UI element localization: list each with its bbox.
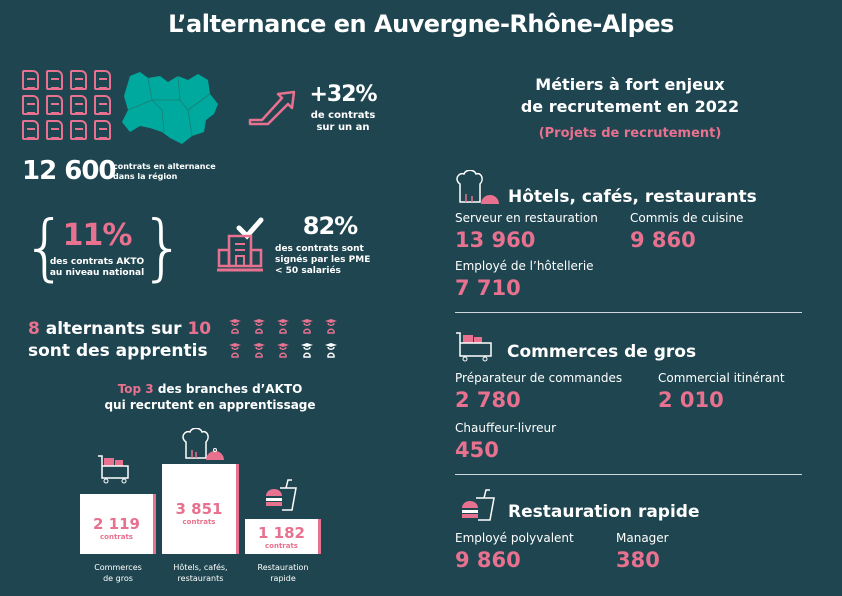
graduate-icon bbox=[276, 318, 296, 338]
document-icon bbox=[94, 95, 111, 115]
graduate-icon bbox=[228, 318, 248, 338]
bar-label: Restauration rapide bbox=[257, 563, 309, 583]
document-icon bbox=[22, 120, 39, 140]
building-check-icon bbox=[217, 217, 264, 272]
document-icon bbox=[94, 70, 111, 90]
burger-drink-icon bbox=[266, 479, 297, 511]
metiers-title: Métiers à fort enjeux de recrutement en … bbox=[520, 75, 740, 116]
document-icon bbox=[70, 70, 87, 90]
job-label: Employé polyvalent bbox=[455, 531, 574, 545]
contracts-total: 12 600 bbox=[22, 156, 117, 186]
document-icon bbox=[70, 120, 87, 140]
chef-hat-cloche-icon bbox=[456, 170, 499, 204]
bar-commerces-de-gros: 2 119 contrats bbox=[80, 494, 156, 554]
chef-hat-cloche-icon bbox=[182, 428, 224, 460]
document-icon bbox=[46, 70, 63, 90]
cart-icon bbox=[98, 455, 129, 484]
job-label: Commis de cuisine bbox=[630, 211, 744, 225]
graduate-icon bbox=[324, 318, 344, 338]
apprentis-icons-grid bbox=[228, 318, 344, 362]
region-map-icon bbox=[122, 72, 218, 144]
section-title-hcr: Hôtels, cafés, restaurants bbox=[508, 187, 757, 207]
job-value: 2 780 bbox=[455, 388, 521, 412]
document-icon bbox=[94, 120, 111, 140]
growth-stat: +32% de contrats sur un an bbox=[309, 82, 377, 133]
job-value: 9 860 bbox=[630, 228, 696, 252]
section-title-restauration-rapide: Restauration rapide bbox=[508, 502, 700, 522]
right-brace: } bbox=[140, 205, 186, 289]
graduate-icon bbox=[252, 318, 272, 338]
apprentis-stat: 8 alternants sur 10 sont des apprentis bbox=[28, 319, 212, 361]
akto-share-stat: 11% des contrats AKTO au niveau national bbox=[49, 218, 145, 278]
graduate-icon bbox=[252, 342, 272, 362]
bar-label: Hôtels, cafés, restaurants bbox=[173, 563, 228, 583]
left-brace: { bbox=[22, 205, 68, 289]
burger-drink-icon bbox=[462, 489, 495, 521]
document-icon bbox=[46, 95, 63, 115]
document-icon bbox=[46, 120, 63, 140]
graduate-icon bbox=[228, 342, 248, 362]
graduate-icon bbox=[324, 342, 344, 362]
job-value: 450 bbox=[455, 438, 499, 462]
job-value: 2 010 bbox=[658, 388, 724, 412]
bar-label: Commerces de gros bbox=[94, 563, 142, 583]
contracts-total-label: contrats en alternance dans la région bbox=[113, 162, 216, 181]
bar-restauration-rapide: 1 182 contrats bbox=[245, 519, 321, 554]
document-icon bbox=[22, 70, 39, 90]
metiers-subtitle: (Projets de recrutement) bbox=[538, 126, 722, 141]
job-label: Préparateur de commandes bbox=[455, 371, 623, 385]
job-value: 7 710 bbox=[455, 276, 521, 300]
job-label: Employé de l’hôtellerie bbox=[455, 259, 594, 273]
job-value: 380 bbox=[616, 548, 660, 572]
page-title: L’alternance en Auvergne-Rhône-Alpes bbox=[168, 10, 674, 38]
graduate-icon bbox=[300, 342, 320, 362]
graduate-icon bbox=[276, 342, 296, 362]
divider bbox=[455, 312, 802, 313]
job-value: 9 860 bbox=[455, 548, 521, 572]
growth-arrow-icon bbox=[248, 90, 296, 126]
contract-icons-grid bbox=[22, 70, 114, 140]
job-value: 13 960 bbox=[455, 228, 536, 252]
job-label: Serveur en restauration bbox=[455, 211, 598, 225]
bar-hotels-cafes-restaurants: 3 851 contrats bbox=[162, 464, 239, 554]
job-label: Commercial itinérant bbox=[658, 371, 785, 385]
document-icon bbox=[22, 95, 39, 115]
divider bbox=[455, 474, 802, 475]
top3-title: Top 3 des branches d’AKTO qui recrutent … bbox=[104, 382, 316, 412]
document-icon bbox=[70, 95, 87, 115]
job-label: Manager bbox=[616, 531, 669, 545]
cart-icon bbox=[456, 332, 492, 362]
graduate-icon bbox=[300, 318, 320, 338]
pme-share-stat: 82% des contrats sont signés par les PME… bbox=[275, 212, 371, 276]
job-label: Chauffeur-livreur bbox=[455, 421, 557, 435]
section-title-commerces: Commerces de gros bbox=[507, 342, 697, 362]
